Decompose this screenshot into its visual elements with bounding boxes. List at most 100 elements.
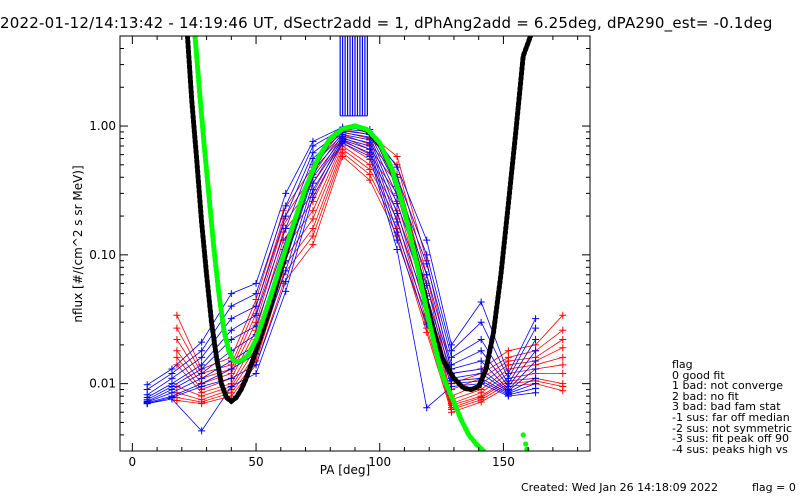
series-0-line-9-point-6 [339,153,347,161]
series-0-line-1-point-0 [173,324,181,332]
series-0-line-5-point-14 [559,361,567,369]
series-fit-green-extra-point-1 [523,441,529,447]
axes: 0 50 100 150 0.01 0.10 1.00 [89,35,590,469]
series-1-line-9-point-4 [252,369,260,377]
legend-item-5: -2 sus: not symmetric [672,421,792,435]
series-1-line-4-point-3 [227,336,235,344]
series-1-line-3-point-10 [423,271,431,279]
y-tick-label-1: 0.10 [89,248,116,262]
legend-item-4: -1 sus: far off median [672,410,790,424]
series-1-line-9-point-14 [532,389,540,397]
series-1-line-1-point-12 [477,318,485,326]
series-1-line-2-point-10 [423,260,431,268]
series-0-line-9-point-14 [559,387,567,395]
series-1-line-2-point-4 [252,302,260,310]
series-1-line-6-point-9 [393,218,401,226]
series-1-line-9-point-9 [393,246,401,254]
series-1-line-0-point-2 [198,338,206,346]
plot-content [143,36,567,451]
series-0-line-9-point-9 [423,328,431,336]
legend-item-1: 1 bad: not converge [672,379,784,393]
series-1-line-0-point-3 [227,290,235,298]
series-0-line-2-point-14 [559,336,567,344]
series-fit-green-extra-point-0 [520,432,526,438]
series-0-line-3-point-0 [173,347,181,355]
series-1-line-3-point-5 [282,225,290,233]
series-1-line-8-point-6 [309,186,317,194]
series-1-line-9-point-8 [366,153,374,161]
legend-item-0: 0 good fit [672,368,725,382]
series-1-line-5-point-9 [393,209,401,217]
series-0-line-0-point-0 [173,311,181,319]
legend-item-3: 3 bad: bad fam stat [672,400,781,414]
series-fit [184,36,534,405]
series-1-line-0-point-12 [477,298,485,306]
series-0-line-0-point-14 [559,311,567,319]
y-tick-label-2: 1.00 [89,119,116,133]
series-1-line-1-point-14 [532,324,540,332]
series-0-line-9-point-1 [198,400,206,408]
legend-title: flag [672,360,693,371]
series-1-line-8-point-4 [252,361,260,369]
series-1-line-4-point-9 [393,200,401,208]
series-1-line-1-point-11 [447,347,455,355]
series-1-line-9-point-10 [423,404,431,412]
series-0-line-3-point-14 [559,344,567,352]
series-0-line-0-point-12 [504,347,512,355]
series-1-line-0-point-5 [282,189,290,197]
series-1-line-9-point-5 [282,287,290,295]
series-1-line-4-point-14 [532,357,540,365]
series-1-line-3-point-12 [477,347,485,355]
series-1-line-8-point-3 [227,374,235,382]
legend-item-2: 2 bad: no fit [672,389,739,403]
y-tick-label-0: 0.01 [89,377,116,391]
series-1-line-2-point-5 [282,212,290,220]
series-1-line-1-point-6 [309,142,317,150]
series-1-line-3-point-4 [252,311,260,319]
series-1-line-5-point-14 [532,365,540,373]
series-1-line-2-point-2 [198,353,206,361]
series-1-line-0-point-14 [532,315,540,323]
series-0-line-9-point-0 [173,396,181,404]
legend-item-7: -4 sus: peaks high vs [672,442,788,456]
series-1-line-1-point-5 [282,202,290,210]
x-tick-label-2: 100 [368,455,391,469]
series-1-line-1-point-10 [423,251,431,259]
series-1-line-2-point-3 [227,315,235,323]
legend: flag 0 good fit 1 bad: not converge 2 ba… [672,360,800,455]
x-tick-label-1: 50 [248,455,263,469]
series-0-line-4-point-14 [559,353,567,361]
series-1-line-9-point-13 [504,392,512,400]
series-0-line-6-point-14 [559,369,567,377]
series-1-line-0-point-11 [447,341,455,349]
series-1-line-9-point-2 [198,427,206,435]
footer-flag: flag = 0 [752,481,796,494]
plot-title: 2022-01-12/14:13:42 - 14:19:46 UT, dSect… [0,14,773,32]
series-0-line-8-point-5 [309,232,317,240]
series-0-line-2-point-0 [173,336,181,344]
series-0-line-4-point-0 [173,353,181,361]
x-axis-label: PA [deg] [320,463,370,477]
series-1-line-0-point-4 [252,279,260,287]
series-1-line-9-point-3 [227,383,235,391]
series-1-line-4-point-12 [477,357,485,365]
series-0-line-9-point-10 [447,408,455,416]
series-0-line-9-point-5 [309,241,317,249]
series-1-line-9-point-6 [309,193,317,201]
series-1-line-3-point-3 [227,326,235,334]
y-axis-label: nflux [#/(cm^2 s sr MeV)] [71,165,85,322]
footer-created: Created: Wed Jan 26 14:18:09 2022 [521,481,719,494]
series-0-line-6-point-5 [309,215,317,223]
series-1-line-3-point-14 [532,347,540,355]
series-1-line-9-point-7 [339,139,347,147]
series-1-line-7-point-3 [227,365,235,373]
legend-item-6: -3 sus: fit peak off 90 [672,432,789,446]
series-1-line-8-point-2 [198,383,206,391]
series-1-line-0-point-9 [393,163,401,171]
series-1-line-2-point-12 [477,336,485,344]
series-1-line-1-point-3 [227,302,235,310]
series-1-line-9-point-1 [168,395,176,403]
series-1-line-1-point-4 [252,290,260,298]
series-0-line-5-point-5 [309,207,317,215]
